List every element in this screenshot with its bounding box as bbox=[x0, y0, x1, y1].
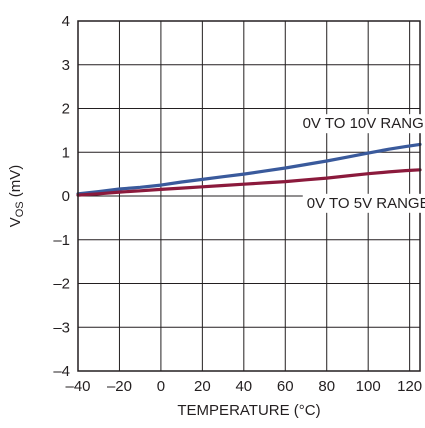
x-axis-title: TEMPERATURE (°C) bbox=[177, 402, 320, 419]
series-lines bbox=[76, 142, 422, 197]
y-tick-label: 2 bbox=[62, 101, 70, 118]
y-tick-label: 0 bbox=[62, 188, 70, 205]
x-tick-label: 80 bbox=[318, 378, 335, 395]
y-axis-title-main: V bbox=[7, 217, 24, 227]
y-tick-label: 1 bbox=[62, 144, 70, 161]
x-tick-label: –20 bbox=[107, 378, 132, 395]
x-tick-label: 40 bbox=[235, 378, 252, 395]
series-label-0: 0V TO 10V RANGE bbox=[303, 115, 425, 132]
x-tick-label: 20 bbox=[194, 378, 211, 395]
x-tick-label: 100 bbox=[356, 378, 381, 395]
y-tick-label: –2 bbox=[53, 276, 70, 293]
series-label-background bbox=[302, 193, 425, 213]
y-tick-label: –1 bbox=[53, 232, 70, 249]
y-axis-title: VOS (mV) bbox=[7, 165, 26, 228]
y-axis-title-subscript: OS bbox=[14, 201, 26, 217]
y-tick-label: –4 bbox=[53, 363, 70, 380]
x-tick-label: 0 bbox=[157, 378, 165, 395]
x-tick-label: –40 bbox=[65, 378, 90, 395]
series-line-0 bbox=[76, 142, 422, 196]
series-label-1: 0V TO 5V RANGE bbox=[307, 195, 425, 212]
x-tick-label: 60 bbox=[277, 378, 294, 395]
series-labels: 0V TO 10V RANGE 0V TO 5V RANGE bbox=[298, 114, 425, 213]
y-tick-label: 4 bbox=[62, 13, 70, 30]
y-tick-label: –3 bbox=[53, 319, 70, 336]
x-tick-label: 120 bbox=[397, 378, 422, 395]
tick-labels: –40 –20 0 20 40 60 80 100 120 4 3 2 1 0 –1 –2 –3 –4 bbox=[53, 13, 422, 395]
y-tick-label: 3 bbox=[62, 57, 70, 74]
y-axis-title-unit: (mV) bbox=[7, 165, 24, 202]
series-label-background bbox=[298, 114, 425, 134]
series-line-1 bbox=[76, 168, 422, 197]
